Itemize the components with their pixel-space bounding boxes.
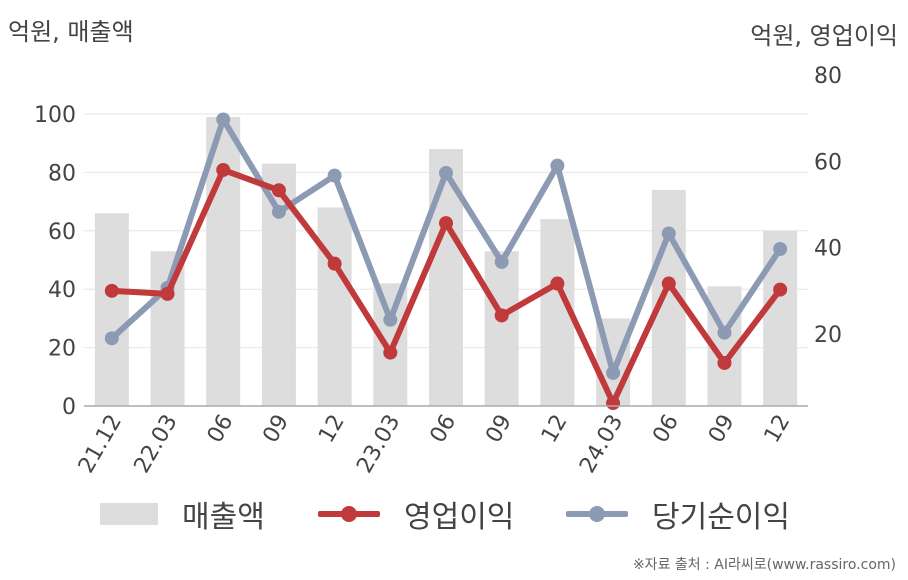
legend-item-net-income: 당기순이익 <box>566 492 790 536</box>
point-net-income <box>494 254 509 269</box>
point-operating-profit <box>216 162 231 177</box>
legend-item-operating-profit: 영업이익 <box>318 492 514 536</box>
point-net-income <box>439 166 453 181</box>
y-left-tick-label: 100 <box>34 103 76 128</box>
x-tick-label: 23.03 <box>352 411 405 478</box>
point-operating-profit <box>773 282 788 297</box>
legend-label-sales: 매출액 <box>182 500 265 535</box>
bar-sales <box>94 213 129 406</box>
bar-sales <box>261 163 296 406</box>
legend-label-operating-profit: 영업이익 <box>404 500 515 535</box>
bar-sales <box>484 251 519 406</box>
y-right-tick-label: 40 <box>814 237 842 262</box>
point-operating-profit <box>494 308 509 323</box>
x-tick-label: 09 <box>258 411 294 448</box>
point-operating-profit <box>661 276 676 291</box>
point-net-income <box>717 325 732 340</box>
point-net-income <box>327 168 342 183</box>
point-net-income <box>773 241 788 256</box>
legend-swatch-net-income <box>566 503 628 525</box>
point-operating-profit <box>160 286 175 301</box>
y-left-tick-label: 80 <box>48 161 76 186</box>
x-tick-label: 12 <box>537 411 573 448</box>
y-left-tick-label: 40 <box>48 278 76 303</box>
point-net-income <box>550 158 565 173</box>
right-axis-unit: 억원, 영업이익 <box>750 22 898 50</box>
point-net-income <box>606 365 621 380</box>
bar-sales <box>150 251 185 406</box>
y-right-tick-label: 60 <box>814 150 842 175</box>
left-axis-unit: 억원, 매출액 <box>8 18 134 46</box>
point-operating-profit <box>104 283 119 298</box>
x-tick-label: 24.03 <box>575 411 628 478</box>
y-right-tick-label: 20 <box>814 323 842 348</box>
point-net-income <box>383 312 398 327</box>
legend-swatch-operating-profit <box>318 503 380 525</box>
x-tick-label: 06 <box>648 411 684 448</box>
bar-sales <box>373 283 408 406</box>
x-tick-label: 09 <box>704 411 740 448</box>
point-net-income <box>104 331 119 346</box>
x-tick-label: 09 <box>481 411 517 448</box>
legend-swatch-sales <box>100 503 158 525</box>
bar-sales <box>763 230 798 406</box>
source-note: ※자료 출처 : AI라씨로(www.rassiro.com) <box>632 557 896 573</box>
point-operating-profit <box>439 216 453 231</box>
point-net-income <box>271 204 286 219</box>
x-tick-label: 06 <box>203 411 239 448</box>
point-operating-profit <box>271 183 286 198</box>
point-net-income <box>661 226 676 241</box>
legend-item-sales: 매출액 <box>100 492 265 536</box>
y-left-tick-label: 60 <box>48 220 76 245</box>
legend-label-net-income: 당기순이익 <box>652 500 790 535</box>
point-operating-profit <box>606 396 621 411</box>
point-net-income <box>216 112 231 127</box>
y-right-tick-label: 80 <box>814 64 842 89</box>
bar-sales <box>317 207 352 406</box>
x-tick-label: 12 <box>760 411 796 448</box>
x-tick-label: 12 <box>314 411 350 448</box>
point-operating-profit <box>327 256 342 271</box>
point-operating-profit <box>383 345 398 360</box>
point-operating-profit <box>717 355 732 370</box>
x-tick-label: 22.03 <box>130 411 183 478</box>
point-operating-profit <box>550 276 565 291</box>
x-tick-label: 06 <box>426 411 462 448</box>
y-left-tick-label: 20 <box>48 337 76 362</box>
x-tick-label: 21.12 <box>74 411 127 478</box>
y-left-tick-label: 0 <box>62 395 76 420</box>
